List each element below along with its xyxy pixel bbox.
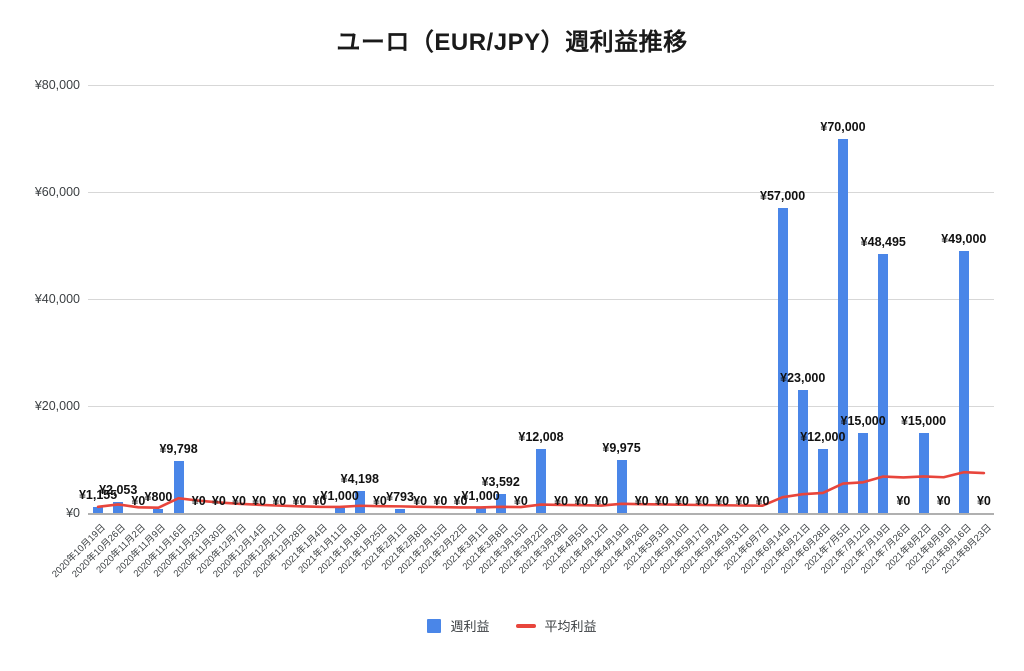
bar[interactable]	[536, 448, 546, 513]
gridline	[88, 192, 994, 193]
bar-value-label: ¥0	[695, 494, 710, 508]
bar-value-label: ¥0	[232, 494, 246, 508]
bar[interactable]	[475, 507, 486, 513]
bar[interactable]	[173, 460, 184, 513]
chart-legend: 週利益 平均利益	[0, 616, 1024, 635]
chart-title: ユーロ（EUR/JPY）週利益推移	[336, 29, 688, 56]
bar-value-label: ¥0	[574, 494, 589, 508]
bar-value-label: ¥9,798	[159, 441, 198, 456]
y-axis-tick-label: ¥40,000	[34, 292, 80, 306]
bar[interactable]	[113, 502, 124, 513]
bar-value-label: ¥4,198	[340, 471, 379, 486]
bar-value-label: ¥1,155	[78, 487, 118, 502]
bar-value-label: ¥12,000	[800, 429, 846, 444]
bar-value-label: ¥2,053	[99, 483, 138, 498]
bar[interactable]	[153, 508, 164, 513]
bar-value-label: ¥0	[131, 494, 146, 508]
legend-line-swatch-icon	[515, 623, 536, 628]
gridline	[88, 406, 994, 407]
bar-value-label: ¥0	[433, 494, 448, 508]
bar-value-label: ¥57,000	[760, 189, 806, 204]
bar-value-label: ¥0	[735, 494, 750, 508]
bar-value-label: ¥0	[654, 494, 669, 508]
chart-container: ユーロ（EUR/JPY）週利益推移 ¥0 ¥20,000 ¥40,000 ¥60,00…	[0, 29, 1024, 635]
bar-value-label: ¥48,495	[860, 234, 906, 249]
bar-value-label: ¥0	[292, 494, 307, 508]
legend-item[interactable]: 週利益	[427, 616, 490, 635]
y-axis-tick-label: ¥80,000	[34, 78, 80, 92]
bar-value-label: ¥793	[386, 489, 414, 504]
gridline	[88, 299, 994, 300]
bar[interactable]	[777, 208, 788, 513]
bar[interactable]	[616, 459, 627, 513]
bar-value-label: ¥0	[896, 494, 911, 508]
legend-bar-swatch-icon	[427, 618, 442, 633]
bar-value-label: ¥23,000	[780, 370, 826, 385]
bar[interactable]	[334, 507, 345, 513]
bar-value-label: ¥0	[755, 494, 770, 508]
bar-value-label: ¥3,592	[481, 474, 520, 489]
y-axis-tick-label: ¥0	[66, 506, 80, 520]
bar-value-label: ¥0	[594, 494, 609, 508]
bar-value-label: ¥0	[211, 494, 226, 508]
bar[interactable]	[918, 432, 929, 513]
bar[interactable]	[797, 389, 808, 513]
bar-value-label: ¥0	[272, 494, 287, 508]
bar-value-label: ¥9,975	[602, 440, 641, 455]
bar[interactable]	[93, 506, 104, 513]
legend-item[interactable]: 平均利益	[515, 616, 597, 635]
bar-value-label: ¥800	[144, 489, 173, 504]
bar[interactable]	[958, 250, 969, 513]
axis-zero-line	[88, 513, 994, 515]
legend-label: 週利益	[450, 619, 490, 634]
bar-value-label: ¥1,000	[320, 488, 359, 503]
bar[interactable]	[395, 508, 406, 513]
bar-value-label: ¥15,000	[900, 413, 947, 428]
gridline	[88, 85, 994, 86]
bar[interactable]	[878, 253, 889, 513]
bar-value-label: ¥0	[191, 494, 206, 508]
legend-label: 平均利益	[544, 619, 597, 634]
bar-value-label: ¥0	[936, 494, 951, 508]
y-axis-tick-label: ¥60,000	[34, 185, 80, 199]
bar-value-label: ¥70,000	[820, 119, 866, 134]
bar-value-label: ¥0	[634, 494, 649, 508]
bar-value-label: ¥0	[976, 494, 991, 508]
bar[interactable]	[838, 138, 848, 513]
plot-area: ¥0 ¥20,000 ¥40,000 ¥60,000 ¥80,000 ¥1,155 ¥2,…	[35, 78, 994, 580]
bar-value-label: ¥0	[674, 494, 689, 508]
bar-value-label: ¥0	[554, 494, 569, 508]
bar-value-label: ¥0	[413, 494, 428, 508]
bar-value-label: ¥1,000	[461, 488, 500, 503]
bar-value-label: ¥0	[715, 494, 730, 508]
bar-value-label: ¥0	[252, 494, 267, 508]
bar-value-label: ¥12,008	[518, 429, 564, 444]
bar-value-label: ¥0	[513, 494, 528, 508]
bar[interactable]	[817, 448, 828, 513]
bar-value-label: ¥49,000	[941, 231, 987, 246]
bar-value-label: ¥0	[453, 494, 468, 508]
bar-value-label: ¥15,000	[840, 413, 886, 428]
y-axis-tick-label: ¥20,000	[34, 399, 80, 413]
bar-value-label: ¥0	[372, 494, 387, 508]
bar[interactable]	[858, 432, 869, 513]
bar-value-label: ¥0	[312, 494, 327, 508]
